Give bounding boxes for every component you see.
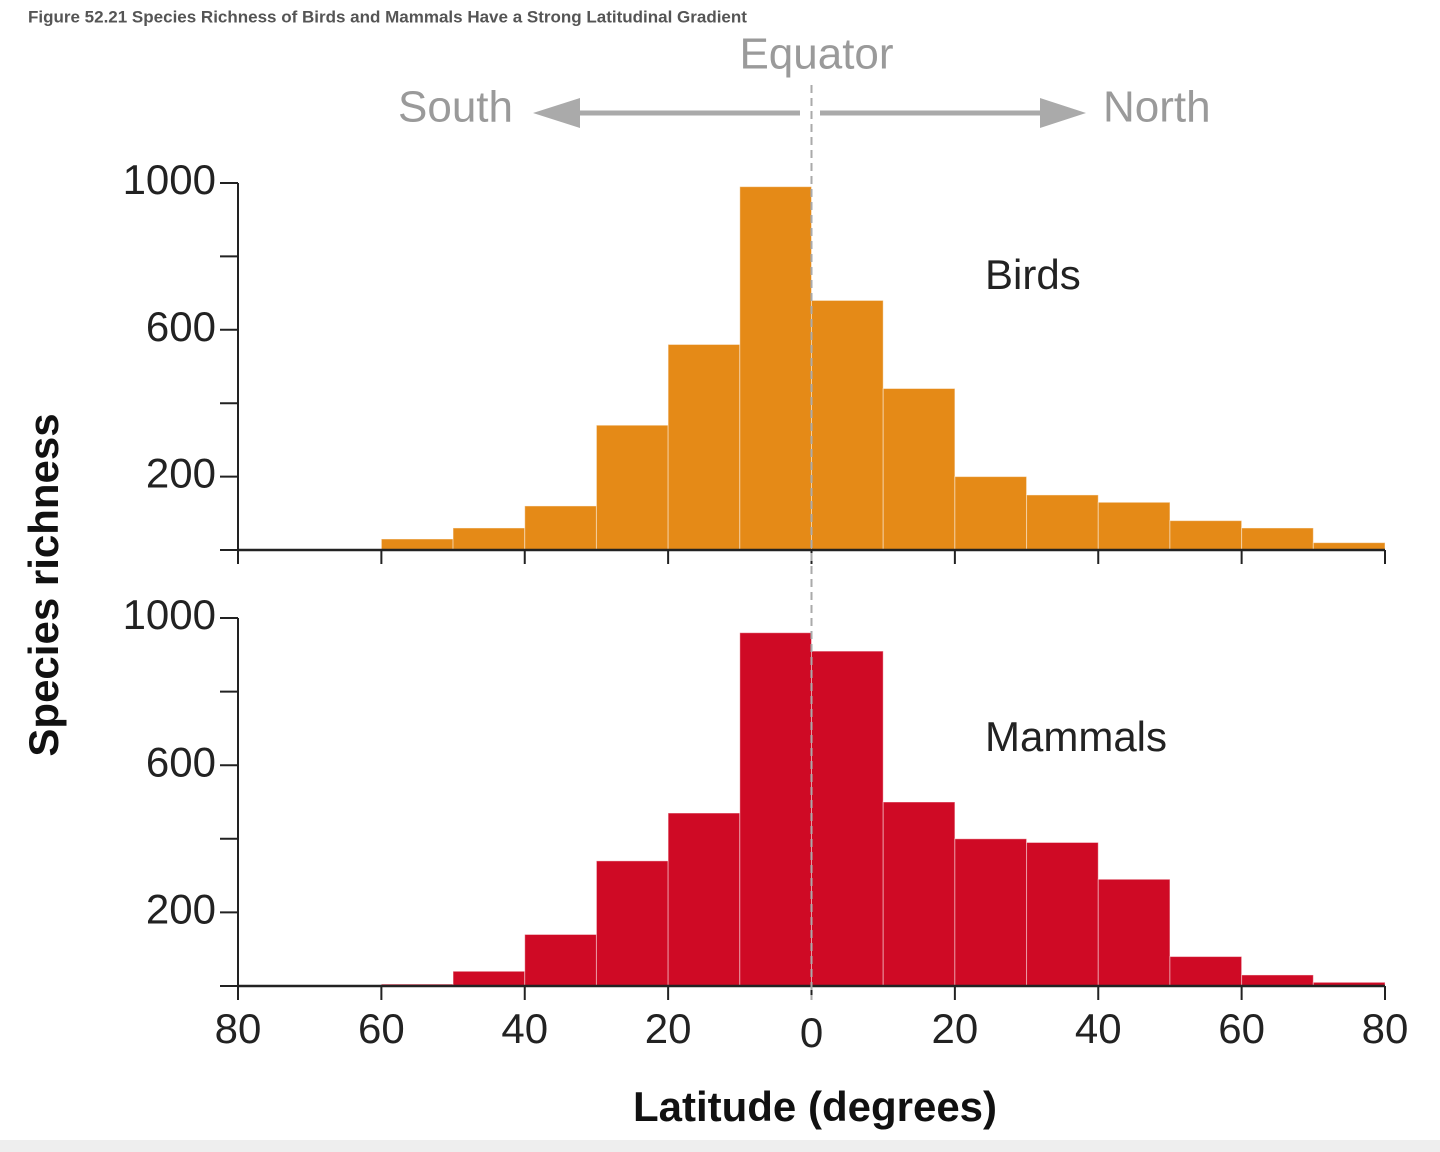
bar — [1169, 520, 1243, 551]
bar — [811, 299, 884, 551]
x-tick-label: 60 — [358, 1005, 405, 1052]
bar — [667, 812, 741, 987]
bar — [1241, 974, 1314, 987]
x-tick-label: 40 — [1075, 1005, 1122, 1052]
bar — [739, 632, 812, 987]
bar — [954, 476, 1028, 551]
bar — [452, 527, 526, 551]
north-label: North — [1103, 83, 1211, 132]
bar — [1097, 878, 1171, 987]
bar — [595, 860, 669, 987]
bar — [882, 801, 956, 987]
x-tick-label: 20 — [932, 1005, 979, 1052]
y-tick-label: 200 — [146, 450, 216, 497]
x-tick-label: 40 — [501, 1005, 548, 1052]
bar — [667, 343, 741, 551]
bar — [524, 505, 597, 551]
bar — [882, 388, 956, 551]
bar — [595, 424, 669, 551]
bar — [1026, 841, 1099, 987]
bar — [1169, 956, 1243, 987]
x-tick-label: 0 — [800, 1009, 823, 1056]
panel-label: Birds — [985, 251, 1081, 298]
panel-label: Mammals — [985, 713, 1167, 760]
bar — [739, 186, 812, 551]
x-tick-label: 60 — [1218, 1005, 1265, 1052]
bar — [452, 970, 526, 987]
north-arrowhead — [1040, 98, 1086, 128]
y-tick-label: 200 — [146, 885, 216, 932]
y-tick-label: 1000 — [123, 156, 216, 203]
x-tick-label: 80 — [215, 1005, 262, 1052]
x-axis-title: Latitude (degrees) — [633, 1083, 997, 1130]
bar — [954, 838, 1028, 987]
y-tick-label: 600 — [146, 738, 216, 785]
bar — [524, 933, 597, 987]
bar — [1026, 494, 1099, 551]
south-label: South — [398, 83, 513, 132]
x-tick-label: 80 — [1362, 1005, 1409, 1052]
y-tick-label: 1000 — [123, 591, 216, 638]
caption: Figure 52.21 Species Richness of Birds a… — [28, 7, 747, 26]
x-tick-label: 20 — [645, 1005, 692, 1052]
bar — [380, 538, 454, 551]
south-arrowhead — [533, 98, 580, 128]
y-tick-label: 600 — [146, 303, 216, 350]
bar — [1241, 527, 1314, 551]
y-axis-title: Species richness — [20, 413, 67, 756]
bar — [811, 650, 884, 987]
bottom-strip — [0, 1140, 1440, 1152]
equator-label: Equator — [739, 30, 893, 79]
bar — [1097, 501, 1171, 551]
